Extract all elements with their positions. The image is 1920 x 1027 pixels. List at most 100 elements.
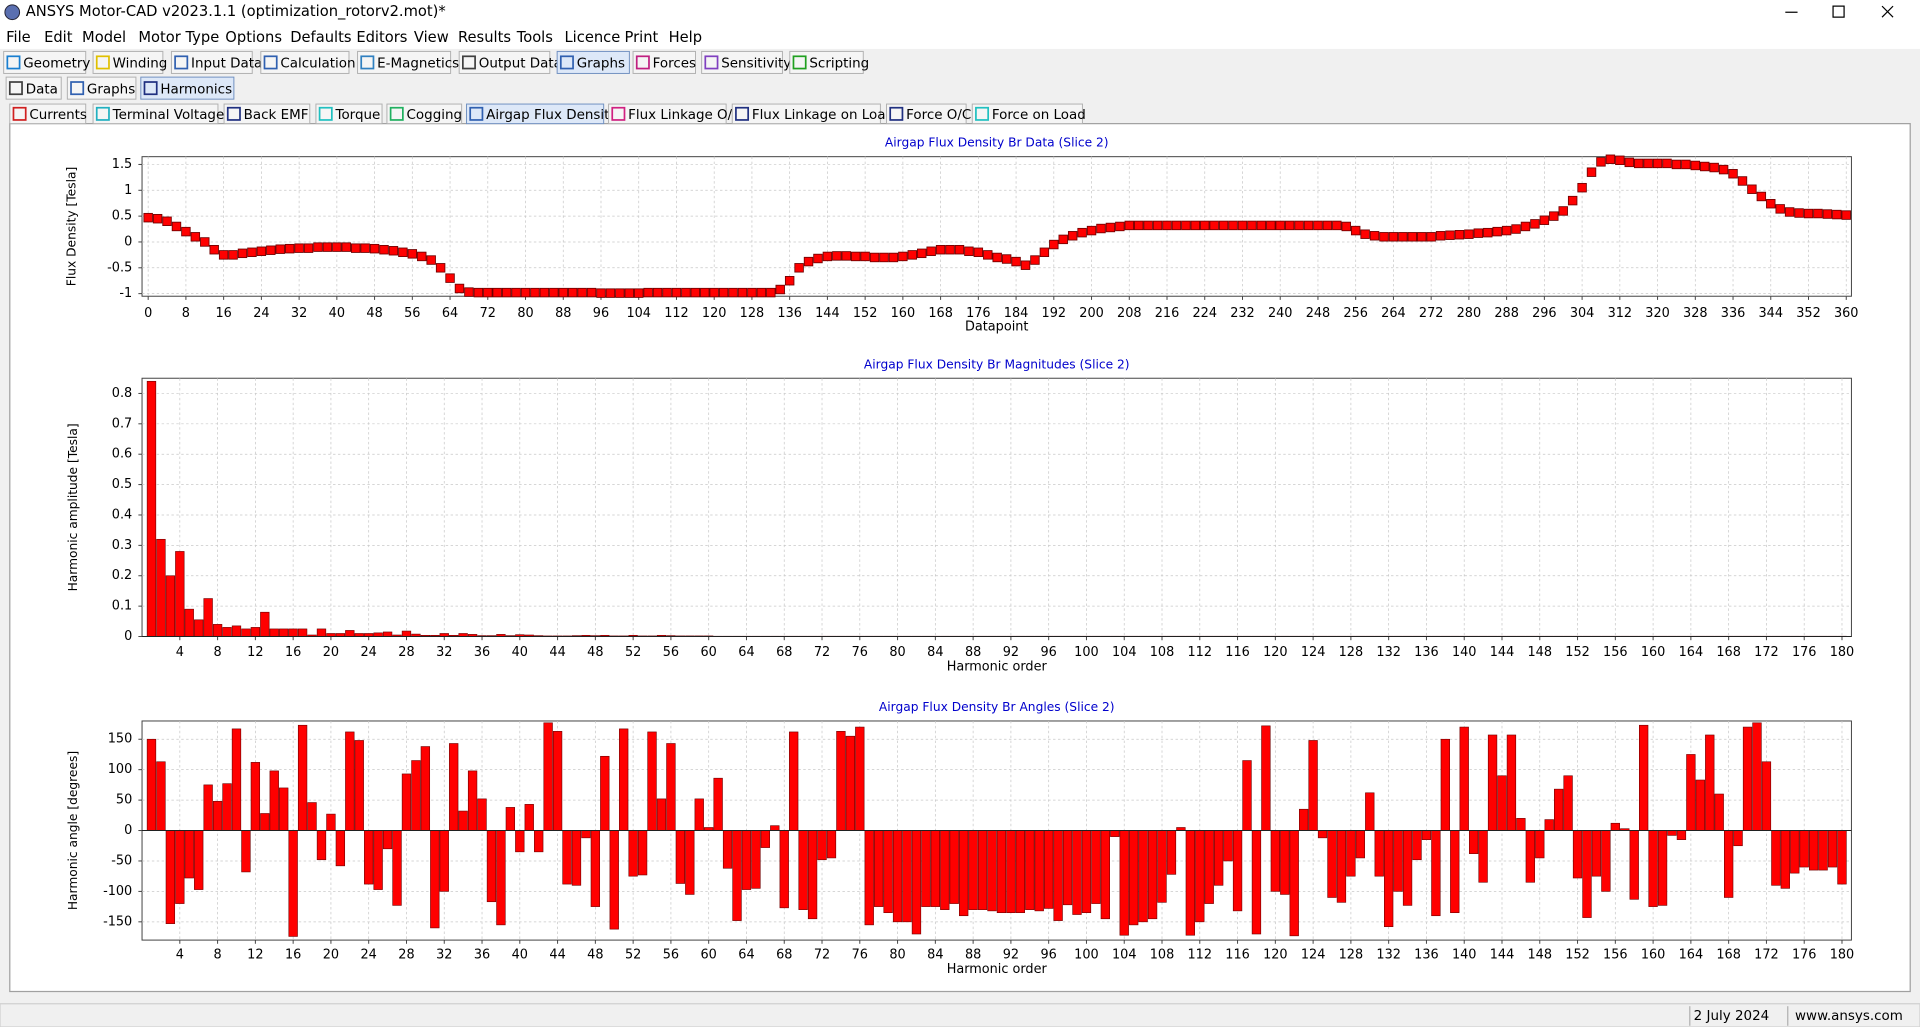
tab-label: Force O/C [906,108,971,123]
tab[interactable] [92,103,219,125]
marker [1218,220,1229,231]
marker [1039,247,1050,258]
marker [784,276,795,286]
tab[interactable] [971,103,1083,125]
bar [146,738,157,831]
menu-item[interactable]: Help [669,29,702,46]
menu-item[interactable]: Print [624,29,658,46]
bar [1412,830,1422,861]
tab[interactable] [170,50,253,74]
x-tick-label: 72 [814,645,830,660]
tab[interactable] [386,103,463,125]
x-tick-label: 20 [323,947,339,962]
tab[interactable] [3,50,87,74]
menu-item[interactable]: Licence [564,29,620,46]
tab[interactable] [458,50,551,74]
bar [817,830,827,861]
tab[interactable] [556,50,630,74]
bar [411,760,421,831]
x-tick-label: 8 [214,645,222,660]
tab[interactable] [9,103,87,125]
menu-item[interactable]: Tools [516,29,553,46]
bar [477,798,487,831]
bar [288,830,298,937]
bar [175,551,185,637]
marker [1133,220,1144,231]
tab-icon [95,106,110,121]
marker [983,250,993,260]
tab[interactable] [357,50,452,74]
x-tick-label: 360 [1834,306,1859,321]
tab[interactable] [466,103,605,125]
marker [143,212,153,223]
menu-item[interactable]: Edit [44,29,73,46]
tab-icon [318,106,333,121]
marker [1549,211,1559,221]
tab[interactable] [66,76,137,100]
tab[interactable] [140,76,235,100]
bar [279,628,289,637]
x-tick-label: 8 [214,947,222,962]
menu-item[interactable]: Motor Type [138,29,219,46]
tab-icon [704,55,719,70]
marker [1388,232,1399,242]
menu-item[interactable]: Defaults [290,29,351,46]
marker [303,243,314,253]
marker [1530,219,1540,229]
tab[interactable] [260,50,350,74]
tab[interactable] [731,103,881,125]
marker [1520,221,1531,232]
marker [454,283,465,294]
marker [492,287,502,298]
tab[interactable] [223,103,311,125]
bar [1572,830,1583,879]
tab-label: Output Data [479,57,562,72]
x-tick-label: 24 [361,645,377,660]
tab-icon [8,81,23,96]
bar [1639,724,1649,831]
maximize-button[interactable] [1832,5,1845,18]
marker [1445,230,1455,240]
marker [511,287,521,298]
bar [1742,726,1753,831]
marker [1558,206,1568,216]
marker [1417,232,1427,242]
marker [322,242,333,252]
marker [1407,232,1418,242]
bar [1724,830,1734,898]
marker [1832,209,1842,220]
menu-item[interactable]: Model [82,29,126,46]
x-tick-label: 132 [1376,947,1401,962]
close-button[interactable] [1881,5,1894,18]
app-icon [4,4,21,21]
bar [770,825,780,831]
bar [401,773,412,831]
tab[interactable] [701,50,783,74]
menu-item[interactable]: Options [225,29,282,46]
menu-item[interactable]: Editors [356,29,407,46]
tab[interactable] [608,103,727,125]
menu-item[interactable]: View [414,29,449,46]
marker [652,287,663,298]
x-tick-label: 36 [474,645,490,660]
marker [1313,220,1323,231]
marker [200,237,210,247]
tab[interactable] [92,50,164,74]
y-tick-label: 0.5 [112,477,132,492]
tab[interactable] [789,50,864,74]
menu-item[interactable]: Results [458,29,511,46]
marker [539,287,550,298]
y-tick-label: 100 [108,762,133,777]
tab[interactable] [886,103,967,125]
bar [760,830,771,848]
menu-item[interactable]: File [6,29,31,46]
bar [175,830,185,904]
bar [184,830,194,879]
bar [156,538,166,637]
marker [190,232,201,242]
marker [1350,225,1361,236]
x-tick-label: 172 [1754,947,1779,962]
x-tick-label: 64 [442,306,458,321]
y-tick-label: 0.4 [112,507,132,522]
